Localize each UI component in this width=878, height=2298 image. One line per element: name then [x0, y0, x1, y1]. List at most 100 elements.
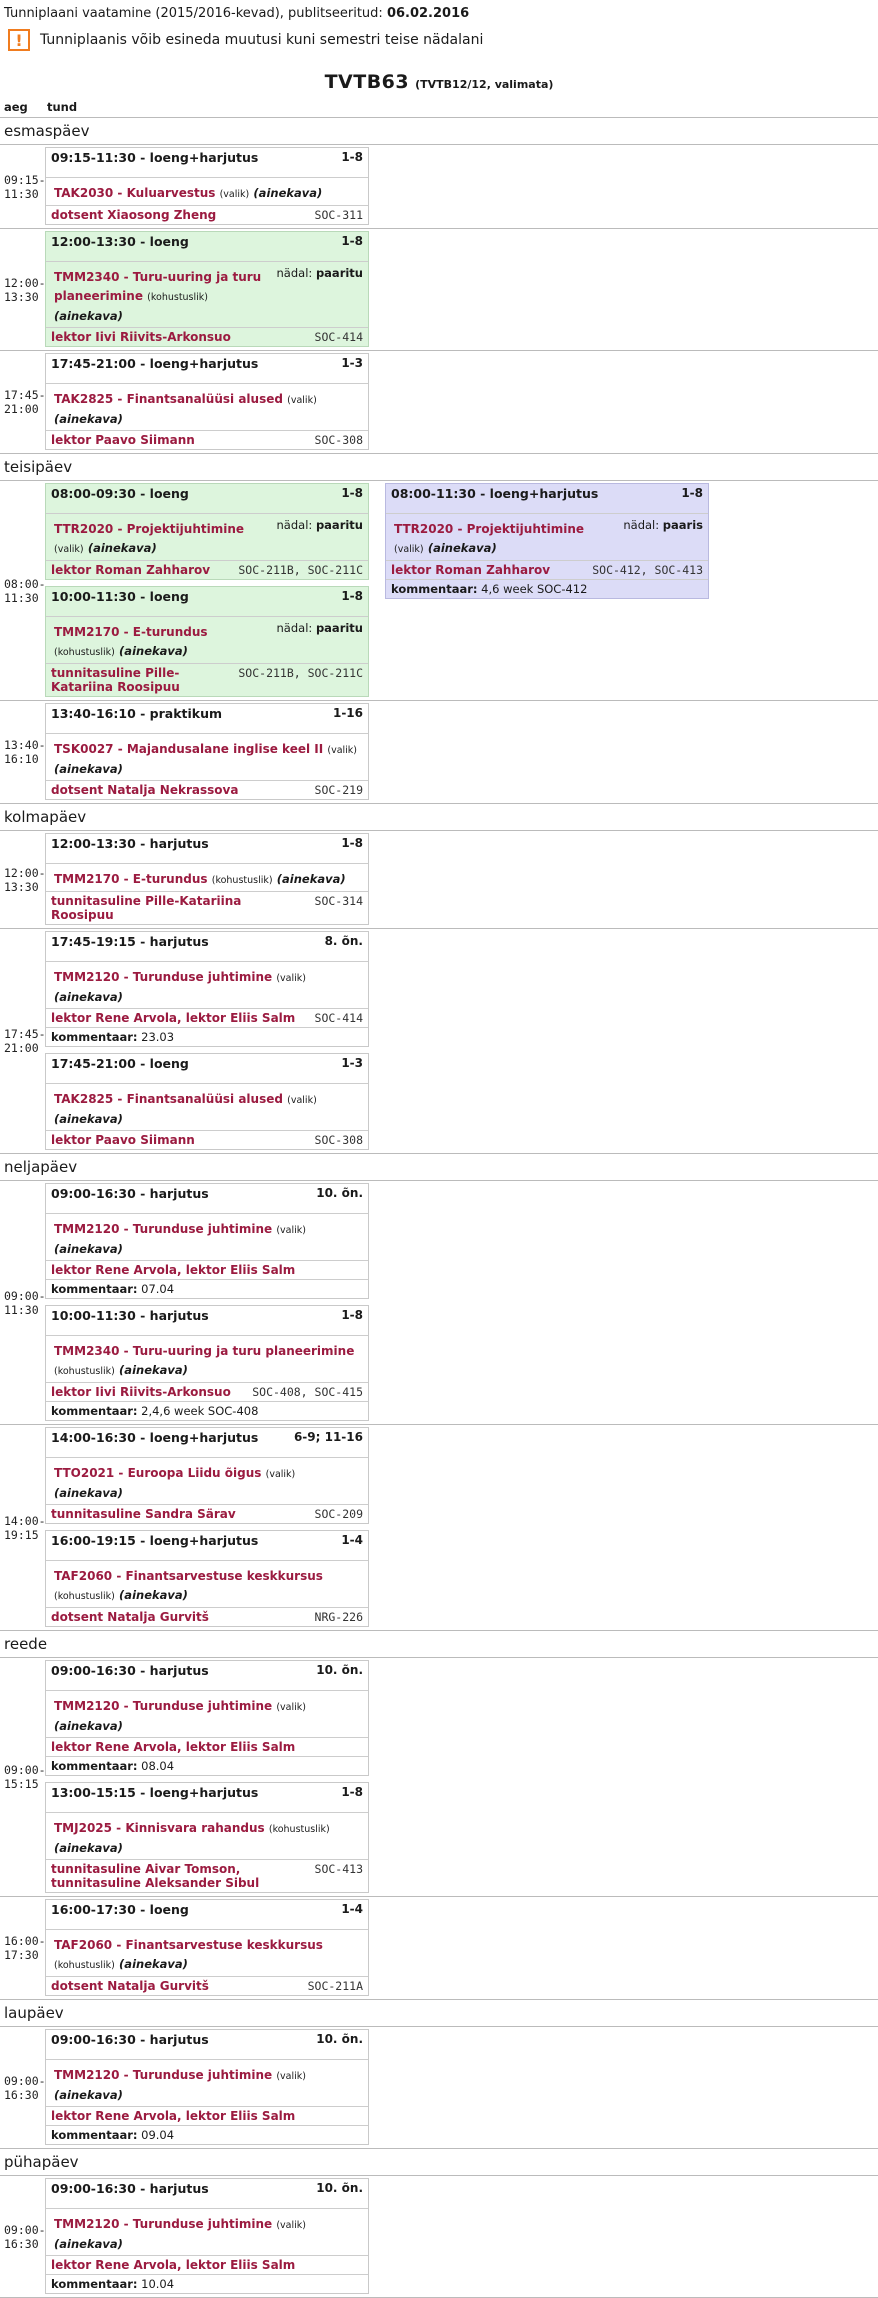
- event-curriculum-link[interactable]: (ainekava): [119, 1588, 188, 1602]
- event-teacher[interactable]: lektor Rene Arvola, lektor Eliis Salm: [51, 1740, 296, 1754]
- event-curriculum-link[interactable]: (ainekava): [54, 1719, 123, 1733]
- event-subject[interactable]: TAK2825 - Finantsanalüüsi alused: [54, 392, 283, 406]
- event-card[interactable]: 09:00-16:30 - harjutus 10. õn. TMM2120 - T…: [45, 1660, 369, 1776]
- event-teacher[interactable]: lektor Rene Arvola, lektor Eliis Salm: [51, 2109, 296, 2123]
- event-teacher[interactable]: lektor Roman Zahharov: [51, 563, 211, 577]
- event-subject[interactable]: TAF2060 - Finantsarvestuse keskkursus: [54, 1938, 323, 1952]
- event-header-row: 08:00-09:30 - loeng 1-8: [46, 484, 368, 514]
- event-card[interactable]: 10:00-11:30 - harjutus 1-8 TMM2340 - Turu-…: [45, 1305, 369, 1421]
- event-teacher-row: tunnitasuline Pille-Katariina Roosipuu SO…: [46, 664, 368, 696]
- event-teacher[interactable]: dotsent Natalja Nekrassova: [51, 783, 239, 797]
- event-kind: (valik): [219, 189, 250, 200]
- event-teacher[interactable]: lektor Rene Arvola, lektor Eliis Salm: [51, 1011, 296, 1025]
- event-curriculum-link[interactable]: (ainekava): [427, 541, 497, 555]
- event-subject-row: TMM2340 - Turu-uuring ja turu planeerimi…: [46, 1336, 368, 1383]
- event-subject[interactable]: TMM2340 - Turu-uuring ja turu planeerimi…: [54, 270, 262, 303]
- event-subject[interactable]: TMM2120 - Turunduse juhtimine: [54, 2068, 273, 2082]
- event-card[interactable]: 17:45-21:00 - loeng+harjutus 1-3 TAK2825 -…: [45, 353, 369, 450]
- event-subject-row: TAF2060 - Finantsarvestuse keskkursus (k…: [46, 1930, 368, 1977]
- time-slot-row: 09:00- 11:30 09:00-16:30 - harjutus 10. õn.…: [0, 1181, 878, 1425]
- event-subject[interactable]: TMM2170 - E-turundus: [54, 625, 208, 639]
- event-curriculum-link[interactable]: (ainekava): [276, 872, 346, 886]
- event-subject[interactable]: TMM2340 - Turu-uuring ja turu planeerimi…: [54, 1344, 355, 1358]
- event-rooms: SOC-219: [314, 783, 363, 797]
- event-teacher[interactable]: dotsent Xiaosong Zheng: [51, 208, 217, 222]
- event-card[interactable]: 09:15-11:30 - loeng+harjutus 1-8 TAK2030 -…: [45, 147, 369, 225]
- event-card[interactable]: 17:45-21:00 - loeng 1-3 TAK2825 - Finantsa…: [45, 1053, 369, 1150]
- event-curriculum-link[interactable]: (ainekava): [87, 541, 157, 555]
- event-card[interactable]: 16:00-17:30 - loeng 1-4 TAF2060 - Finantsa…: [45, 1899, 369, 1996]
- event-curriculum-link[interactable]: (ainekava): [119, 1957, 188, 1971]
- event-curriculum-link[interactable]: (ainekava): [54, 1242, 123, 1256]
- event-weeks: 1-16: [332, 706, 363, 720]
- event-subject[interactable]: TMM2120 - Turunduse juhtimine: [54, 1222, 273, 1236]
- event-curriculum-link[interactable]: (ainekava): [54, 2088, 123, 2102]
- event-subject-row: TMM2170 - E-turundus (kohustuslik) (aine…: [46, 864, 368, 892]
- event-teacher[interactable]: tunnitasuline Aivar Tomson, tunnitasulin…: [51, 1862, 260, 1890]
- slot-cards: 17:45-19:15 - harjutus 8. õn. TMM2120 - Tu…: [45, 929, 878, 1153]
- event-type: loeng: [149, 486, 189, 501]
- event-curriculum-link[interactable]: (ainekava): [119, 1363, 188, 1377]
- event-curriculum-link[interactable]: (ainekava): [54, 412, 123, 426]
- event-subject[interactable]: TMM2120 - Turunduse juhtimine: [54, 970, 273, 984]
- event-card[interactable]: 10:00-11:30 - loeng 1-8 TMM2170 - E-turund…: [45, 586, 369, 697]
- event-teacher[interactable]: lektor Roman Zahharov: [391, 563, 551, 577]
- event-teacher[interactable]: lektor Rene Arvola, lektor Eliis Salm: [51, 2258, 296, 2272]
- event-teacher[interactable]: lektor Rene Arvola, lektor Eliis Salm: [51, 1263, 296, 1277]
- event-card[interactable]: 12:00-13:30 - harjutus 1-8 TMM2170 - E-tur…: [45, 833, 369, 925]
- event-subject[interactable]: TAF2060 - Finantsarvestuse keskkursus: [54, 1569, 323, 1583]
- event-card[interactable]: 09:00-16:30 - harjutus 10. õn. TMM2120 - T…: [45, 2178, 369, 2294]
- event-subject[interactable]: TMM2120 - Turunduse juhtimine: [54, 2217, 273, 2231]
- event-teacher[interactable]: lektor Iivi Riivits-Arkonsuo: [51, 330, 231, 344]
- event-curriculum-link[interactable]: (ainekava): [54, 2237, 123, 2251]
- event-teacher[interactable]: lektor Paavo Siimann: [51, 433, 195, 447]
- event-curriculum-link[interactable]: (ainekava): [119, 644, 188, 658]
- event-subject[interactable]: TTO2021 - Euroopa Liidu õigus: [54, 1466, 262, 1480]
- event-subject[interactable]: TMJ2025 - Kinnisvara rahandus: [54, 1821, 265, 1835]
- event-subject[interactable]: TTR2020 - Projektijuhtimine: [394, 522, 585, 536]
- slot-time-label: 09:15- 11:30: [0, 145, 46, 228]
- event-type: loeng+harjutus: [149, 1430, 259, 1445]
- event-kind: (valik): [287, 1095, 317, 1106]
- event-subject[interactable]: TAK2030 - Kuluarvestus: [54, 186, 216, 200]
- event-card[interactable]: 14:00-16:30 - loeng+harjutus 6-9; 11-16 TT…: [45, 1427, 369, 1524]
- event-card[interactable]: 13:00-15:15 - loeng+harjutus 1-8 TMJ2025 -…: [45, 1782, 369, 1893]
- event-card[interactable]: 09:00-16:30 - harjutus 10. õn. TMM2120 - T…: [45, 1183, 369, 1299]
- event-card[interactable]: 08:00-11:30 - loeng+harjutus 1-8 TTR2020 -…: [385, 483, 709, 599]
- event-curriculum-link[interactable]: (ainekava): [54, 990, 123, 1004]
- event-curriculum-link[interactable]: (ainekava): [54, 309, 123, 323]
- event-subject[interactable]: TMM2120 - Turunduse juhtimine: [54, 1699, 273, 1713]
- event-weeks: 1-8: [341, 836, 363, 850]
- event-subject[interactable]: TTR2020 - Projektijuhtimine: [54, 522, 245, 536]
- event-curriculum-link[interactable]: (ainekava): [54, 1112, 123, 1126]
- event-time-range: 08:00-09:30 -: [51, 486, 146, 501]
- event-curriculum-link[interactable]: (ainekava): [54, 762, 123, 776]
- event-card[interactable]: 09:00-16:30 - harjutus 10. õn. TMM2120 - T…: [45, 2029, 369, 2145]
- event-subject-row: TTR2020 - Projektijuhtimine (valik) (ain…: [386, 514, 708, 561]
- event-card[interactable]: 12:00-13:30 - loeng 1-8 TMM2340 - Turu-uur…: [45, 231, 369, 347]
- event-card[interactable]: 17:45-19:15 - harjutus 8. õn. TMM2120 - Tu…: [45, 931, 369, 1047]
- slot-time-label: 17:45- 21:00: [0, 351, 46, 453]
- published-date: 06.02.2016: [386, 6, 470, 21]
- event-teacher[interactable]: lektor Iivi Riivits-Arkonsuo: [51, 1385, 231, 1399]
- event-kind: (valik): [394, 544, 424, 555]
- event-time-range: 09:00-16:30 -: [51, 1663, 146, 1678]
- event-subject[interactable]: TAK2825 - Finantsanalüüsi alused: [54, 1092, 283, 1106]
- event-rooms: SOC-308: [314, 1133, 363, 1147]
- event-type: praktikum: [149, 706, 223, 721]
- event-subject[interactable]: TMM2170 - E-turundus: [54, 872, 208, 886]
- event-card[interactable]: 08:00-09:30 - loeng 1-8 TTR2020 - Projekti…: [45, 483, 369, 580]
- event-curriculum-link[interactable]: (ainekava): [54, 1486, 123, 1500]
- event-teacher[interactable]: lektor Paavo Siimann: [51, 1133, 195, 1147]
- event-card[interactable]: 16:00-19:15 - loeng+harjutus 1-4 TAF2060 -…: [45, 1530, 369, 1627]
- event-curriculum-link[interactable]: (ainekava): [253, 186, 323, 200]
- event-teacher[interactable]: tunnitasuline Pille-Katariina Roosipuu: [51, 894, 242, 922]
- event-teacher[interactable]: dotsent Natalja Gurvitš: [51, 1979, 209, 1993]
- event-teacher[interactable]: tunnitasuline Sandra Särav: [51, 1507, 236, 1521]
- event-teacher[interactable]: tunnitasuline Pille-Katariina Roosipuu: [51, 666, 180, 694]
- event-subject[interactable]: TSK0027 - Majandusalane inglise keel II: [54, 742, 324, 756]
- time-slot-row: 12:00- 13:30 12:00-13:30 - loeng 1-8 TMM2340…: [0, 229, 878, 351]
- event-card[interactable]: 13:40-16:10 - praktikum 1-16 TSK0027 - Maj…: [45, 703, 369, 800]
- event-teacher[interactable]: dotsent Natalja Gurvitš: [51, 1610, 209, 1624]
- event-curriculum-link[interactable]: (ainekava): [54, 1841, 123, 1855]
